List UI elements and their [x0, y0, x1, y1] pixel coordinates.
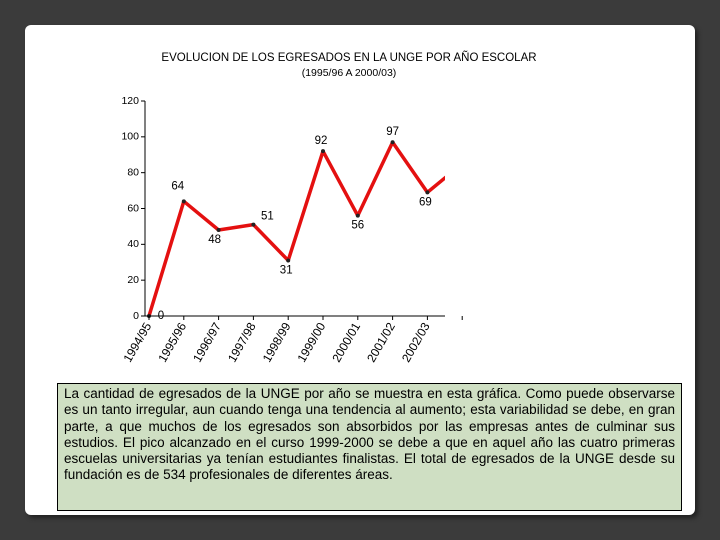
value-label: 69 [419, 196, 432, 208]
y-tick-label: 80 [127, 166, 139, 178]
y-tick-label: 60 [127, 202, 139, 214]
x-tick-label: 1995/96 [155, 320, 189, 365]
y-tick-label: 0 [133, 310, 139, 322]
point [425, 190, 430, 195]
point [321, 149, 325, 154]
x-tick-label: 2002/03 [399, 320, 433, 365]
x-tick-label: 1998/99 [260, 320, 294, 365]
x-tick-label: 1994/95 [121, 320, 155, 365]
x-tick-label: 1996/97 [190, 320, 224, 365]
point [390, 140, 395, 145]
y-tick-label: 40 [127, 238, 139, 250]
point [355, 213, 360, 218]
chart-title: EVOLUCION DE LOS EGRESADOS EN LA UNGE PO… [161, 51, 536, 64]
point [251, 222, 256, 227]
x-tick-label: 1999/00 [295, 320, 329, 365]
value-label: 56 [351, 220, 364, 232]
point [286, 258, 291, 263]
y-tick-label: 120 [121, 95, 139, 107]
chart-subtitle: (1995/96 A 2000/03) [302, 67, 397, 79]
x-tick-label: 2001/02 [364, 320, 398, 365]
y-tick-label: 20 [127, 274, 139, 286]
value-label: 48 [208, 234, 221, 246]
value-label: 92 [315, 135, 328, 147]
point [181, 199, 186, 204]
y-tick-label: 100 [121, 131, 139, 143]
x-tick-label: 2000/01 [329, 320, 363, 365]
value-label: 97 [386, 126, 399, 138]
point [216, 228, 221, 232]
x-tick-label: 1997/98 [225, 320, 259, 365]
value-label: 51 [261, 211, 274, 223]
point [460, 162, 464, 166]
chart: EVOLUCION DE LOS EGRESADOS EN LA UNGE PO… [121, 51, 537, 365]
caption: La cantidad de egresados de la UNGE por … [57, 383, 682, 511]
value-label: 31 [280, 264, 293, 276]
value-label: 64 [171, 180, 184, 192]
line [147, 140, 445, 317]
